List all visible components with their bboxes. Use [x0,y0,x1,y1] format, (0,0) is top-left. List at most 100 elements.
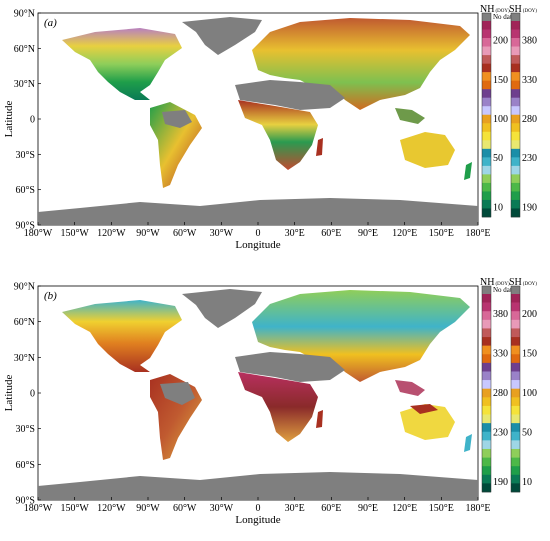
colorbar-tick-label: 200 [522,309,537,320]
lon-tick-label: 180°E [465,503,490,514]
land-new-zealand [464,162,472,180]
lat-tick-label: 30°N [14,79,35,90]
colorbar-swatch [482,362,491,372]
colorbar-swatch [511,131,520,141]
lon-tick-label: 120°E [392,228,417,239]
land-australia-north [410,404,438,414]
colorbar-swatch [511,148,520,158]
lon-tick-label: 90°W [136,503,160,514]
colorbar-swatch [511,29,520,39]
colorbar-tick-label: 230 [493,428,508,439]
colorbar-swatch [482,72,491,81]
colorbar-tick-label: 150 [522,348,537,359]
colorbar-swatch [482,208,491,218]
land-antarctica [38,198,478,225]
land-madagascar [316,410,323,428]
colorbar-swatch [511,483,520,493]
colorbar-swatch [511,474,520,484]
lon-tick-label: 60°E [321,228,341,239]
colorbar-tick-label: 280 [522,114,537,125]
lon-tick-label: 120°W [97,228,126,239]
lon-tick-label: 180°W [24,503,53,514]
lat-tick-label: 30°S [15,150,35,161]
colorbar-swatch [482,114,491,124]
colorbar-swatch [482,483,491,493]
land-madagascar [316,138,323,156]
colorbar-swatch [511,362,520,372]
colorbar-swatch [511,466,520,476]
lon-tick-label: 30°W [210,503,234,514]
colorbar-swatch [482,345,491,355]
colorbar-swatch [511,337,520,346]
x-axis-label: Longitude [235,239,280,251]
land-north-america [62,28,182,100]
colorbar-swatch [511,311,520,321]
lon-tick-label: 120°E [392,503,417,514]
colorbar-title: NH(DOY) [480,4,510,15]
colorbar-tick-label: 380 [493,309,508,320]
colorbar-swatch [482,302,491,312]
colorbar-nodata-box [511,286,520,294]
colorbar-nodata-label: No data [493,13,516,21]
colorbar-swatch [482,157,491,167]
colorbar-swatch [482,466,491,476]
lat-tick-label: 90°N [14,9,35,20]
colorbar-swatch [482,397,491,407]
colorbar-swatch [511,106,520,116]
lon-tick-label: 90°E [358,228,378,239]
colorbar-swatch [511,388,520,398]
colorbar-tick-label: 190 [522,202,537,213]
colorbar-swatch [482,38,491,47]
colorbar-swatch [482,106,491,116]
colorbar-swatch [482,319,491,329]
colorbar-swatch [511,55,520,64]
colorbar-swatch [511,38,520,47]
colorbar-outline [481,285,492,493]
x-axis-label: Longitude [235,514,280,526]
colorbar-swatch [511,191,520,201]
colorbar-swatch [511,140,520,150]
lat-tick-label: 60°N [14,317,35,328]
colorbar-swatch [511,431,520,441]
colorbar-nodata-box [511,13,520,21]
lat-tick-label: 0 [30,115,35,126]
colorbar-swatch [482,63,491,73]
colorbar-swatch [482,423,491,433]
colorbar-swatch [482,97,491,107]
lat-tick-label: 30°S [15,424,35,435]
lon-tick-label: 0 [256,503,261,514]
colorbar-swatch [482,55,491,64]
colorbar-swatch [482,89,491,98]
colorbar-swatch [482,371,491,381]
map-panel-b [37,285,479,501]
colorbar-swatch [482,457,491,467]
colorbar-swatch [511,123,520,133]
colorbar-swatch [482,123,491,133]
lon-tick-label: 60°W [173,228,197,239]
land-africa [238,372,318,442]
colorbar-outline [510,12,521,218]
colorbar-swatch [511,157,520,167]
colorbar-swatch [482,328,491,338]
lat-tick-label: 60°N [14,44,35,55]
colorbar-tick-label: 330 [493,348,508,359]
lon-tick-label: 180°E [465,228,490,239]
land-eurasia [252,290,470,382]
colorbar-swatch [511,414,520,424]
colorbar-swatch [482,131,491,141]
colorbar-swatch [482,140,491,150]
colorbar-tick-label: 50 [493,153,503,164]
dynamic-layer: 180°W 150°W 120°W 90°W 60°W 30°W 0 30°E 60°E 90°E… [3,4,537,526]
land-north-america [62,300,182,372]
colorbar-tick-label: 150 [493,75,508,86]
lat-tick-label: 30°N [14,353,35,364]
lon-tick-label: 90°W [136,228,160,239]
lon-tick-label: 150°E [429,228,454,239]
colorbar-swatch [482,46,491,56]
lon-tick-label: 30°E [285,228,305,239]
colorbar-swatch [482,431,491,441]
colorbar-swatch [482,294,491,303]
colorbar-swatch [511,174,520,184]
land-greenland [182,289,262,328]
colorbar-title: NH(DOY) [480,277,510,288]
